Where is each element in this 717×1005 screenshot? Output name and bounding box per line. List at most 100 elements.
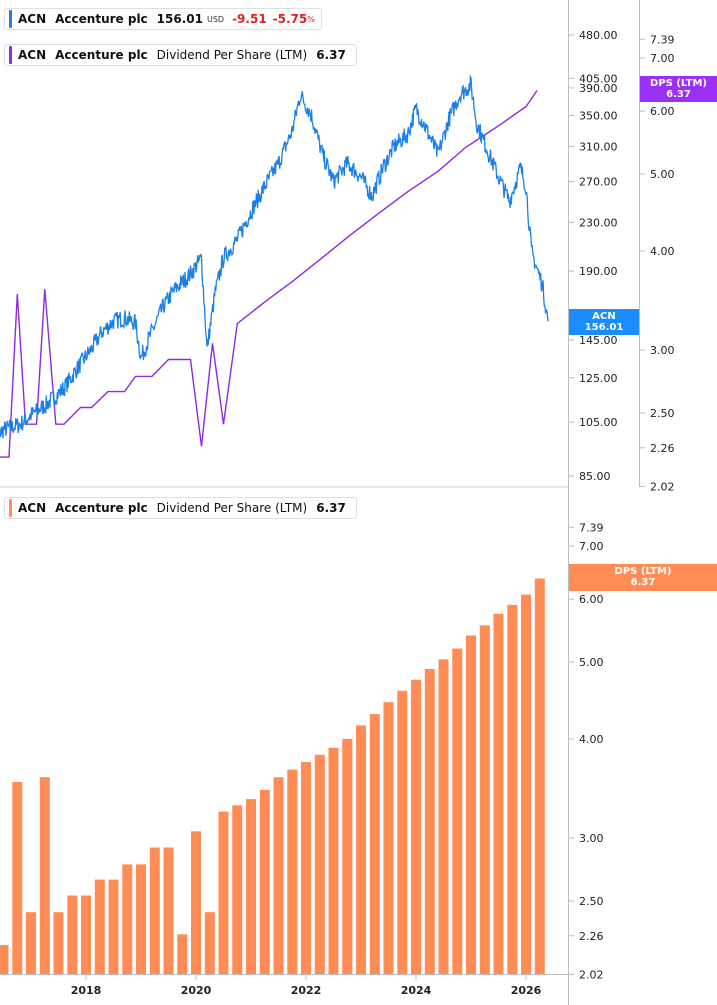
- bar-axis-tick-label: 7.00: [579, 540, 604, 553]
- legend-dps-bottom-metric: Dividend Per Share (LTM): [156, 501, 308, 515]
- dps-bar: [287, 769, 298, 974]
- bar-axis-tick-label: 4.00: [579, 733, 604, 746]
- time-axis-tick-label: 2022: [291, 984, 322, 997]
- price-axis-tick-label: 125.00: [579, 372, 618, 385]
- bar-axis-tick-label: 6.00: [579, 593, 604, 606]
- dps-bar: [218, 811, 229, 974]
- bar-axis-tick-label: 5.00: [579, 656, 604, 669]
- price-tag-symbol: ACN: [592, 311, 616, 322]
- bar-axis-tick-label: 7.39: [579, 521, 604, 534]
- dps-bar: [26, 912, 36, 974]
- dps-line: [0, 90, 538, 458]
- price-line: [0, 74, 549, 439]
- legend-dps-bottom-symbol: ACN: [18, 501, 47, 515]
- dps-bar: [493, 613, 504, 974]
- dps-bar: [521, 594, 531, 974]
- dps-bar: [397, 690, 408, 974]
- dps-tag-top: DPS (LTM) 6.37: [640, 76, 717, 102]
- price-axis-tick-label: 105.00: [579, 416, 618, 429]
- legend-price-change-pct: -5.75: [272, 12, 308, 26]
- dps-bar: [177, 934, 188, 974]
- dps-bar: [328, 747, 339, 974]
- legend-price-swatch: [9, 10, 12, 28]
- dps-bar: [534, 578, 545, 974]
- dps-bar: [411, 679, 421, 974]
- dps-axis-tick-label: 5.00: [650, 168, 675, 181]
- dps-bar: [108, 879, 119, 974]
- dps-bar: [246, 799, 256, 974]
- dps-bar: [12, 782, 23, 974]
- dps-axis-tick-label: 6.00: [650, 105, 675, 118]
- dps-tag-bottom-value: 6.37: [630, 577, 656, 588]
- legend-dps-bottom-company: Accenture plc: [55, 501, 148, 515]
- dps-bars: [0, 578, 545, 974]
- dps-axis-tick-label: 2.26: [650, 442, 675, 455]
- price-tag: ACN 156.01: [569, 309, 639, 335]
- legend-price[interactable]: ACN Accenture plc 156.01 USD -9.51 -5.75…: [4, 8, 322, 30]
- dps-bar: [163, 847, 174, 974]
- dps-axis-tick-label: 2.50: [650, 407, 675, 420]
- dps-bar: [342, 738, 353, 974]
- price-axis-tick-label: 480.00: [579, 29, 618, 42]
- dps-bar: [67, 895, 78, 974]
- legend-dps-top-metric: Dividend Per Share (LTM): [156, 48, 308, 62]
- time-axis-tick-label: 2026: [511, 984, 542, 997]
- dps-bar: [314, 754, 325, 974]
- price-axis-tick-label: 310.00: [579, 140, 618, 153]
- dps-bar: [479, 625, 490, 974]
- legend-dps-top-symbol: ACN: [18, 48, 47, 62]
- legend-dps-top-value: 6.37: [316, 48, 346, 62]
- legend-dps-top[interactable]: ACN Accenture plc Dividend Per Share (LT…: [4, 44, 357, 66]
- legend-price-company: Accenture plc: [55, 12, 148, 26]
- dps-bar: [356, 725, 366, 974]
- price-axis-tick-label: 405.00: [579, 72, 618, 85]
- price-axis-tick-label: 190.00: [579, 265, 618, 278]
- legend-dps-top-company: Accenture plc: [55, 48, 148, 62]
- dps-bar: [452, 648, 463, 974]
- dps-bar: [424, 669, 435, 974]
- bar-axis-tick-label: 3.00: [579, 832, 604, 845]
- legend-price-value: 156.01: [156, 12, 203, 26]
- dps-axis-tick-label: 7.39: [650, 33, 675, 46]
- legend-dps-bottom-swatch: [9, 499, 12, 517]
- dps-bar: [204, 912, 215, 974]
- time-axis-tick-label: 2024: [401, 984, 432, 997]
- dps-bar: [39, 777, 50, 974]
- dps-bar: [191, 831, 201, 974]
- dps-tag-top-label: DPS (LTM): [650, 78, 707, 89]
- legend-price-pct-sign: %: [307, 14, 315, 24]
- dps-tag-bottom: DPS (LTM) 6.37: [569, 564, 717, 591]
- dps-bar: [81, 895, 91, 974]
- legend-price-currency: USD: [206, 14, 225, 24]
- price-axis-tick-label: 145.00: [579, 334, 618, 347]
- dps-bar: [438, 659, 449, 974]
- dps-bar: [273, 777, 284, 974]
- dps-bar: [383, 702, 394, 974]
- bar-axis-tick-label: 2.02: [579, 969, 604, 982]
- dps-tag-top-value: 6.37: [666, 89, 691, 100]
- bar-axis-tick-label: 2.26: [579, 930, 604, 943]
- dps-bar: [149, 847, 160, 974]
- dps-axis-tick-label: 4.00: [650, 245, 675, 258]
- legend-dps-bottom[interactable]: ACN Accenture plc Dividend Per Share (LT…: [4, 497, 357, 519]
- dps-bar: [466, 635, 476, 974]
- price-axis-tick-label: 390.00: [579, 82, 618, 95]
- bar-axis-tick-label: 2.50: [579, 895, 604, 908]
- dps-bar: [259, 789, 270, 974]
- price-tag-value: 156.01: [584, 322, 624, 333]
- price-axis-tick-label: 85.00: [579, 470, 611, 483]
- dps-bar: [94, 879, 105, 974]
- price-axis-tick-label: 350.00: [579, 109, 618, 122]
- dps-axis-tick-label: 3.00: [650, 344, 675, 357]
- legend-price-change: -9.51: [232, 12, 267, 26]
- legend-dps-top-swatch: [9, 46, 12, 64]
- price-axis-tick-label: 270.00: [579, 176, 618, 189]
- price-axis-tick-label: 230.00: [579, 216, 618, 229]
- time-axis-tick-label: 2018: [71, 984, 102, 997]
- dps-bar: [0, 945, 9, 974]
- dps-axis-tick-label: 7.00: [650, 52, 675, 65]
- dps-tag-bottom-label: DPS (LTM): [614, 566, 672, 577]
- time-axis-tick-label: 2020: [181, 984, 212, 997]
- dps-bar: [122, 864, 133, 974]
